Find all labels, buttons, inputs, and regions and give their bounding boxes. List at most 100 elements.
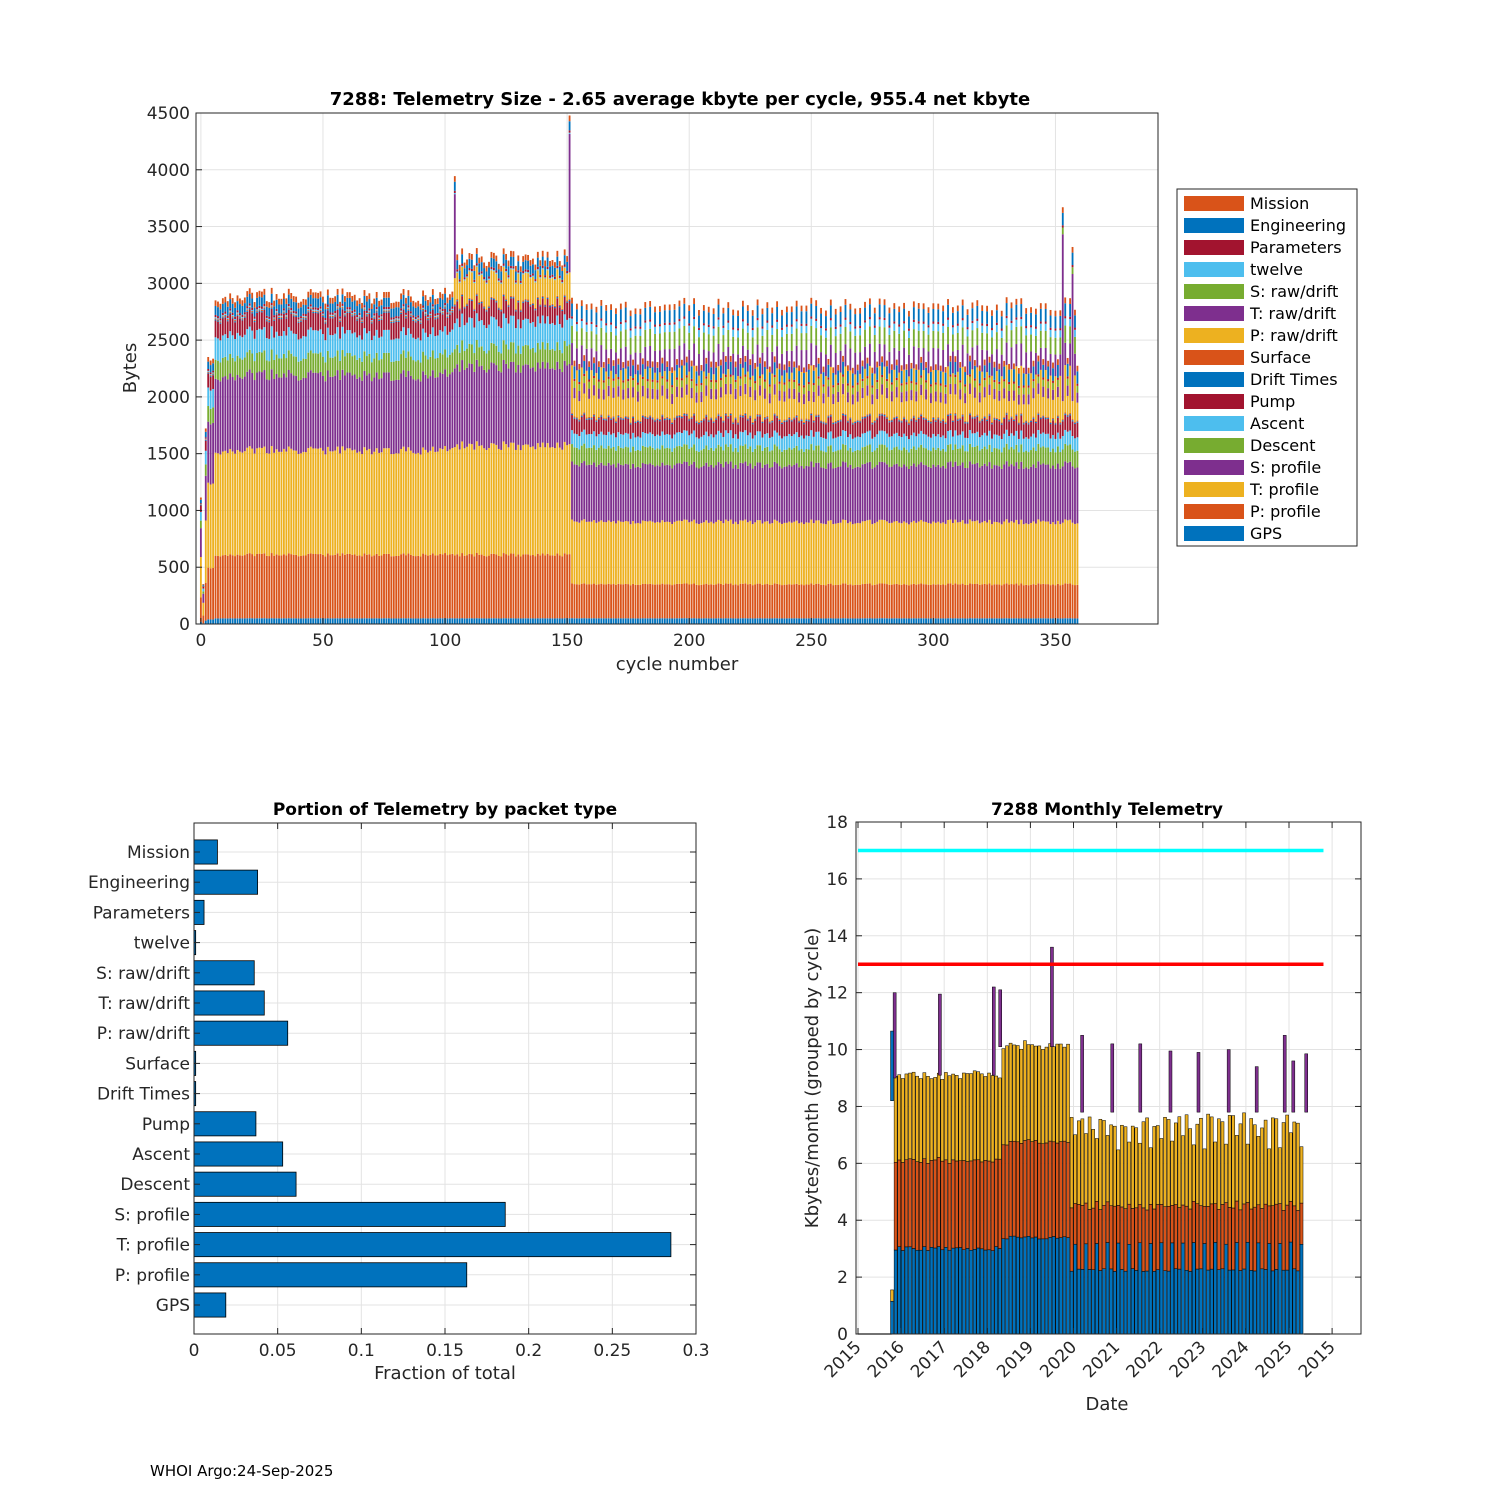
- bar-segment-parameters: [593, 375, 595, 379]
- bar-segment-p-raw-drift: [676, 396, 678, 416]
- bar-segment-twelve: [654, 326, 656, 334]
- bar-segment-engineering: [475, 253, 478, 264]
- bar-segment-engineering: [309, 294, 312, 305]
- bar-segment-t-profile: [597, 521, 600, 585]
- bar-segment-t-raw-drift: [905, 391, 908, 402]
- bar-segment-drift-times: [717, 414, 720, 416]
- bar-segment-s-raw-drift: [641, 379, 644, 386]
- bar-segment-descent: [473, 353, 476, 372]
- bar-segment-descent: [917, 447, 920, 465]
- bar-segment-t-raw-drift: [810, 343, 813, 366]
- bar-segment-p-profile: [497, 555, 500, 619]
- bar-segment-p-raw-drift: [895, 397, 898, 416]
- bar-segment-t-profile: [278, 451, 280, 556]
- cycle-bar: [402, 288, 405, 624]
- bar-segment-engineering: [280, 304, 283, 314]
- bar-segment-surface: [771, 420, 774, 422]
- bar-segment-mission: [971, 302, 974, 309]
- bar-segment-pump: [773, 415, 776, 431]
- bar-segment-s-profile: [583, 461, 586, 520]
- bar-segment-descent: [915, 449, 918, 467]
- bar-segment-twelve: [942, 325, 945, 334]
- bar-segment-s-profile: [602, 465, 605, 522]
- bar-segment-descent: [871, 451, 874, 469]
- bar-segment-engineering: [551, 265, 554, 275]
- cycle-bar: [939, 365, 942, 624]
- bar-segment-descent: [602, 448, 605, 466]
- bar-segment-t-profile: [966, 523, 969, 586]
- bar-segment-s-profile: [676, 463, 678, 521]
- bar-segment-twelve: [204, 438, 207, 440]
- bar-segment-twelve: [551, 276, 554, 279]
- bar-segment-p-profile: [229, 554, 232, 619]
- bar-segment-drift-times: [639, 422, 642, 424]
- bar-segment-drift-times: [944, 422, 947, 424]
- cycle-bar: [390, 303, 393, 624]
- bar-segment-engineering: [639, 314, 642, 327]
- cycle-bar: [387, 291, 390, 624]
- bar-segment-ascent: [326, 327, 329, 351]
- bar-segment-t-profile: [622, 521, 625, 585]
- bar-segment-surface: [737, 422, 739, 424]
- bar-segment-twelve: [722, 327, 725, 336]
- bar-segment-s-profile: [485, 372, 488, 450]
- bar-segment-t-profile: [490, 443, 493, 554]
- bar-segment-parameters: [971, 320, 974, 324]
- bar-segment-mission: [302, 298, 305, 305]
- bar-segment-t-profile: [199, 557, 202, 598]
- bar-segment-surface: [363, 308, 366, 310]
- bar-segment-descent: [495, 345, 498, 366]
- bar-segment-p-profile: [314, 553, 317, 619]
- cycle-bar: [412, 300, 415, 624]
- bar-segment-t-profile: [590, 521, 593, 585]
- bar-segment-s-profile: [751, 468, 754, 525]
- bar-segment-ascent: [768, 437, 771, 452]
- bar-segment-gps: [451, 618, 454, 624]
- bar-segment-s-raw-drift: [810, 325, 813, 344]
- bar-segment-s-profile: [348, 372, 351, 449]
- bar-segment-t-profile: [527, 444, 529, 555]
- bar-segment-mission: [282, 293, 285, 300]
- bar-segment-ascent: [334, 333, 337, 357]
- bar-segment-drift-times: [573, 417, 576, 419]
- bar-segment-ascent: [466, 322, 468, 349]
- bar-segment-descent: [304, 358, 307, 379]
- bar-segment-descent: [815, 445, 818, 463]
- cycle-bar: [624, 301, 627, 624]
- bar-segment-mission: [234, 302, 236, 308]
- bar-segment-mission: [434, 298, 437, 305]
- bar-segment-parameters: [632, 377, 634, 381]
- bar-segment-twelve: [278, 315, 280, 317]
- bar-segment-s-profile: [510, 361, 512, 443]
- bar-segment-p-raw-drift: [805, 371, 808, 419]
- bar-segment-parameters: [815, 318, 818, 321]
- bar-segment-drift-times: [673, 418, 676, 420]
- bar-segment-engineering: [239, 304, 241, 314]
- bar-segment-t-raw-drift: [727, 346, 730, 370]
- bar-segment-t-profile: [978, 523, 981, 585]
- bar-segment-mission: [490, 251, 493, 258]
- bar-segment-descent: [497, 351, 500, 371]
- bar-segment-t-profile: [488, 447, 490, 556]
- bar-segment-parameters: [966, 327, 969, 330]
- cycle-bar: [871, 367, 874, 624]
- bar-segment-t-profile: [790, 522, 793, 585]
- bar-segment-pump: [585, 419, 588, 435]
- bar-segment-mission: [895, 359, 898, 366]
- bar-segment-p-profile: [912, 583, 915, 619]
- bar-segment-drift-times: [832, 422, 835, 425]
- bar-segment-ascent: [856, 436, 859, 450]
- bar-segment-t-profile: [554, 448, 556, 556]
- bar-segment-t-raw-drift: [593, 385, 595, 396]
- bar-segment-pump: [710, 419, 713, 435]
- bar-segment-pump: [944, 423, 947, 439]
- bar-segment-ascent: [610, 434, 612, 449]
- bar-segment-gps: [710, 618, 713, 624]
- bar-segment-drift-times: [912, 416, 915, 418]
- bar-segment-descent: [488, 350, 490, 370]
- bar-segment-s-profile: [468, 363, 471, 444]
- bar-segment-surface: [544, 304, 547, 306]
- bar-segment-engineering: [832, 372, 835, 386]
- bar-segment-parameters: [275, 308, 278, 312]
- bar-segment-surface: [407, 308, 410, 310]
